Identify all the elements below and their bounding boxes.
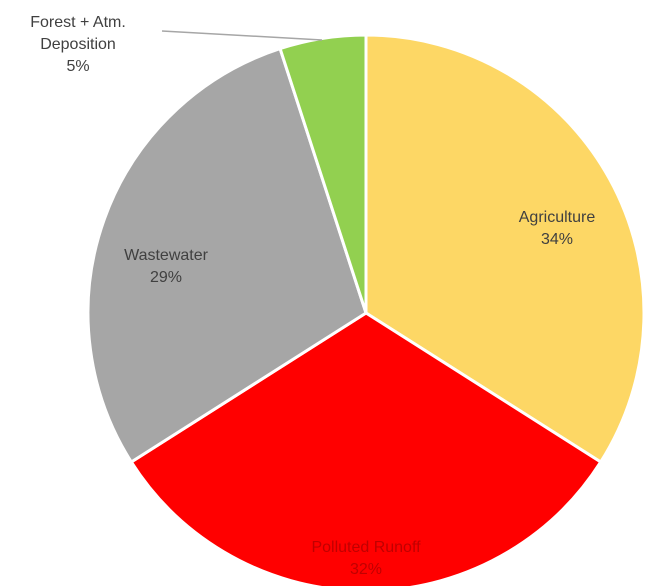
data-label-agriculture: Agriculture 34% — [519, 209, 596, 248]
pie-slice-agriculture — [364, 33, 646, 464]
leader-line-forest-atm-deposition — [161, 30, 323, 41]
data-label-category: Agriculture — [519, 209, 596, 226]
data-label-value: 5% — [66, 58, 89, 75]
data-label-category: Forest + Atm. — [30, 14, 126, 31]
data-label-category: Wastewater — [124, 247, 209, 264]
data-label-value: 29% — [150, 269, 182, 286]
pie-slices — [86, 33, 646, 586]
data-label-wastewater: Wastewater 29% — [124, 247, 209, 286]
pie-slice-wastewater — [86, 47, 368, 464]
pie-slice-forest-atm-deposition — [278, 33, 368, 315]
leader-lines — [161, 30, 323, 41]
data-label-polluted-runoff: Polluted Runoff 32% — [311, 539, 421, 578]
pie-slice-polluted-runoff — [129, 311, 603, 586]
data-label-value: 34% — [541, 231, 573, 248]
data-label-category: Polluted Runoff — [311, 539, 421, 556]
data-label-value: 32% — [350, 561, 382, 578]
slice-labels: Agriculture 34% Polluted Runoff 32% Wastewat… — [30, 14, 595, 578]
data-label-forest-atm-deposition: Forest + Atm. Deposition 5% — [30, 14, 126, 75]
data-label-category: Deposition — [40, 36, 116, 53]
